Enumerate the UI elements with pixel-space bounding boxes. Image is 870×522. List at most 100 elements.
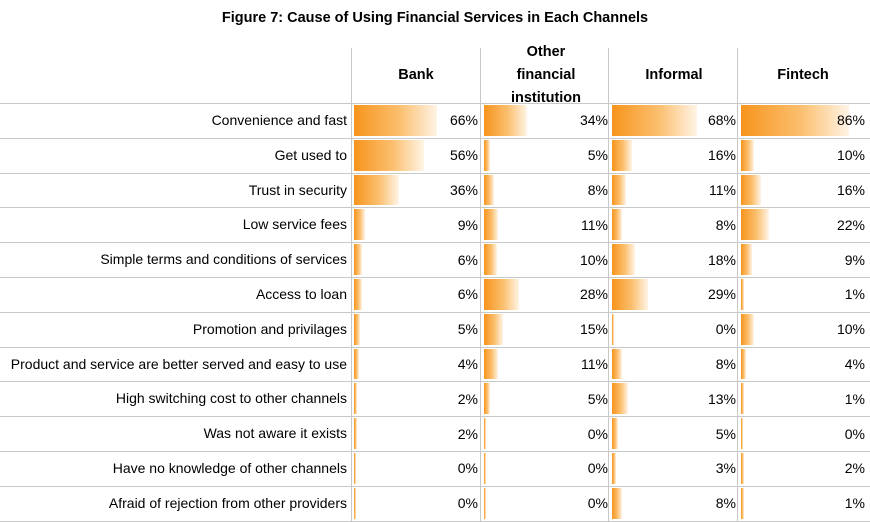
row-divider bbox=[0, 103, 870, 104]
data-bar bbox=[484, 418, 486, 449]
chart-title: Figure 7: Cause of Using Financial Servi… bbox=[221, 10, 649, 26]
data-value-label: 5% bbox=[715, 425, 736, 442]
data-bar bbox=[484, 279, 520, 310]
data-value-label: 1% bbox=[844, 286, 865, 303]
data-bar bbox=[741, 209, 769, 241]
data-cell-bank: 66% bbox=[352, 103, 480, 138]
data-value-label: 8% bbox=[587, 181, 608, 198]
data-value-label: 0% bbox=[587, 495, 608, 512]
data-cell-fintech: 1% bbox=[739, 381, 867, 416]
row-divider bbox=[0, 137, 870, 139]
data-value-label: 10% bbox=[836, 321, 865, 338]
data-value-label: 10% bbox=[836, 147, 865, 164]
row-label: Trust in security bbox=[248, 181, 347, 198]
data-value-label: 2% bbox=[457, 425, 478, 442]
data-cell-bank: 9% bbox=[352, 207, 480, 242]
data-bar bbox=[741, 244, 753, 275]
data-cell-informal: 5% bbox=[610, 416, 738, 451]
data-bar bbox=[612, 348, 623, 380]
data-cell-bank: 0% bbox=[352, 451, 480, 486]
data-bar bbox=[484, 487, 486, 519]
data-value-label: 11% bbox=[709, 181, 736, 198]
row-divider bbox=[0, 277, 870, 278]
data-cell-bank: 0% bbox=[352, 486, 480, 521]
data-value-label: 2% bbox=[457, 390, 478, 407]
data-value-label: 8% bbox=[715, 495, 736, 512]
data-value-label: 0% bbox=[457, 460, 478, 477]
data-bar bbox=[741, 348, 747, 380]
data-bar bbox=[484, 453, 486, 484]
data-value-label: 86% bbox=[836, 112, 865, 129]
data-bar bbox=[354, 348, 360, 380]
data-value-label: 0% bbox=[587, 460, 608, 477]
row-label: Afraid of rejection from other providers bbox=[108, 494, 347, 511]
data-value-label: 1% bbox=[844, 390, 865, 407]
data-bar bbox=[741, 487, 744, 519]
data-value-label: 4% bbox=[844, 355, 865, 372]
data-value-label: 3% bbox=[715, 460, 736, 477]
data-bar bbox=[741, 139, 754, 171]
data-bar bbox=[612, 453, 616, 484]
data-cell-fintech: 10% bbox=[739, 312, 867, 347]
column-header-fintech: Fintech bbox=[777, 67, 829, 83]
data-value-label: 68% bbox=[707, 112, 736, 129]
row-divider bbox=[0, 451, 870, 452]
data-value-label: 15% bbox=[579, 321, 608, 338]
data-bar bbox=[484, 244, 497, 275]
data-cell-fintech: 10% bbox=[739, 138, 867, 173]
data-bar bbox=[484, 139, 491, 171]
row-label: Product and service are better served an… bbox=[10, 355, 347, 372]
data-value-label: 16% bbox=[707, 147, 736, 164]
data-cell-other-financial-institution: 0% bbox=[482, 486, 610, 521]
data-cell-fintech: 1% bbox=[739, 277, 867, 312]
data-bar bbox=[484, 313, 503, 345]
row-divider bbox=[0, 485, 870, 487]
data-value-label: 0% bbox=[844, 425, 865, 442]
column-header-other-financial-institution: Other financial institution bbox=[510, 44, 582, 106]
row-label: Have no knowledge of other channels bbox=[112, 460, 347, 476]
data-bar bbox=[354, 209, 366, 241]
data-bar bbox=[484, 105, 527, 136]
data-cell-informal: 13% bbox=[610, 381, 738, 416]
data-cell-informal: 16% bbox=[610, 138, 738, 173]
data-cell-fintech: 86% bbox=[739, 103, 867, 138]
data-value-label: 10% bbox=[579, 251, 608, 268]
data-value-label: 5% bbox=[457, 321, 478, 338]
row-label: Simple terms and conditions of services bbox=[100, 251, 347, 268]
row-label: Promotion and privilages bbox=[192, 320, 347, 337]
data-value-label: 6% bbox=[457, 286, 478, 303]
data-cell-bank: 2% bbox=[352, 381, 480, 416]
data-value-label: 13% bbox=[707, 390, 736, 407]
data-cell-fintech: 9% bbox=[739, 242, 867, 277]
data-bar bbox=[354, 418, 357, 449]
data-bar bbox=[612, 418, 619, 449]
data-cell-fintech: 1% bbox=[739, 486, 867, 521]
data-bar bbox=[612, 139, 633, 171]
data-cell-other-financial-institution: 8% bbox=[482, 173, 610, 208]
row-divider bbox=[0, 346, 870, 348]
data-bar bbox=[354, 487, 356, 519]
data-cell-other-financial-institution: 5% bbox=[482, 381, 610, 416]
row-divider bbox=[0, 172, 870, 174]
data-value-label: 0% bbox=[457, 495, 478, 512]
data-bar bbox=[354, 244, 362, 275]
data-cell-bank: 2% bbox=[352, 416, 480, 451]
row-label: High switching cost to other channels bbox=[115, 390, 347, 407]
data-value-label: 0% bbox=[587, 425, 608, 442]
data-value-label: 2% bbox=[844, 460, 865, 477]
data-cell-other-financial-institution: 15% bbox=[482, 312, 610, 347]
column-header-informal: Informal bbox=[645, 67, 703, 83]
column-divider bbox=[608, 48, 609, 521]
data-value-label: 1% bbox=[844, 495, 865, 512]
data-bar bbox=[484, 209, 498, 241]
data-cell-informal: 29% bbox=[610, 277, 738, 312]
data-cell-other-financial-institution: 11% bbox=[482, 347, 610, 382]
row-divider bbox=[0, 520, 870, 522]
data-value-label: 29% bbox=[707, 286, 736, 303]
row-divider bbox=[0, 207, 870, 209]
column-header-bank: Bank bbox=[398, 67, 434, 83]
data-cell-informal: 0% bbox=[610, 312, 738, 347]
data-value-label: 4% bbox=[457, 355, 478, 372]
row-label: Was not aware it exists bbox=[203, 425, 347, 442]
data-cell-informal: 68% bbox=[610, 103, 738, 138]
